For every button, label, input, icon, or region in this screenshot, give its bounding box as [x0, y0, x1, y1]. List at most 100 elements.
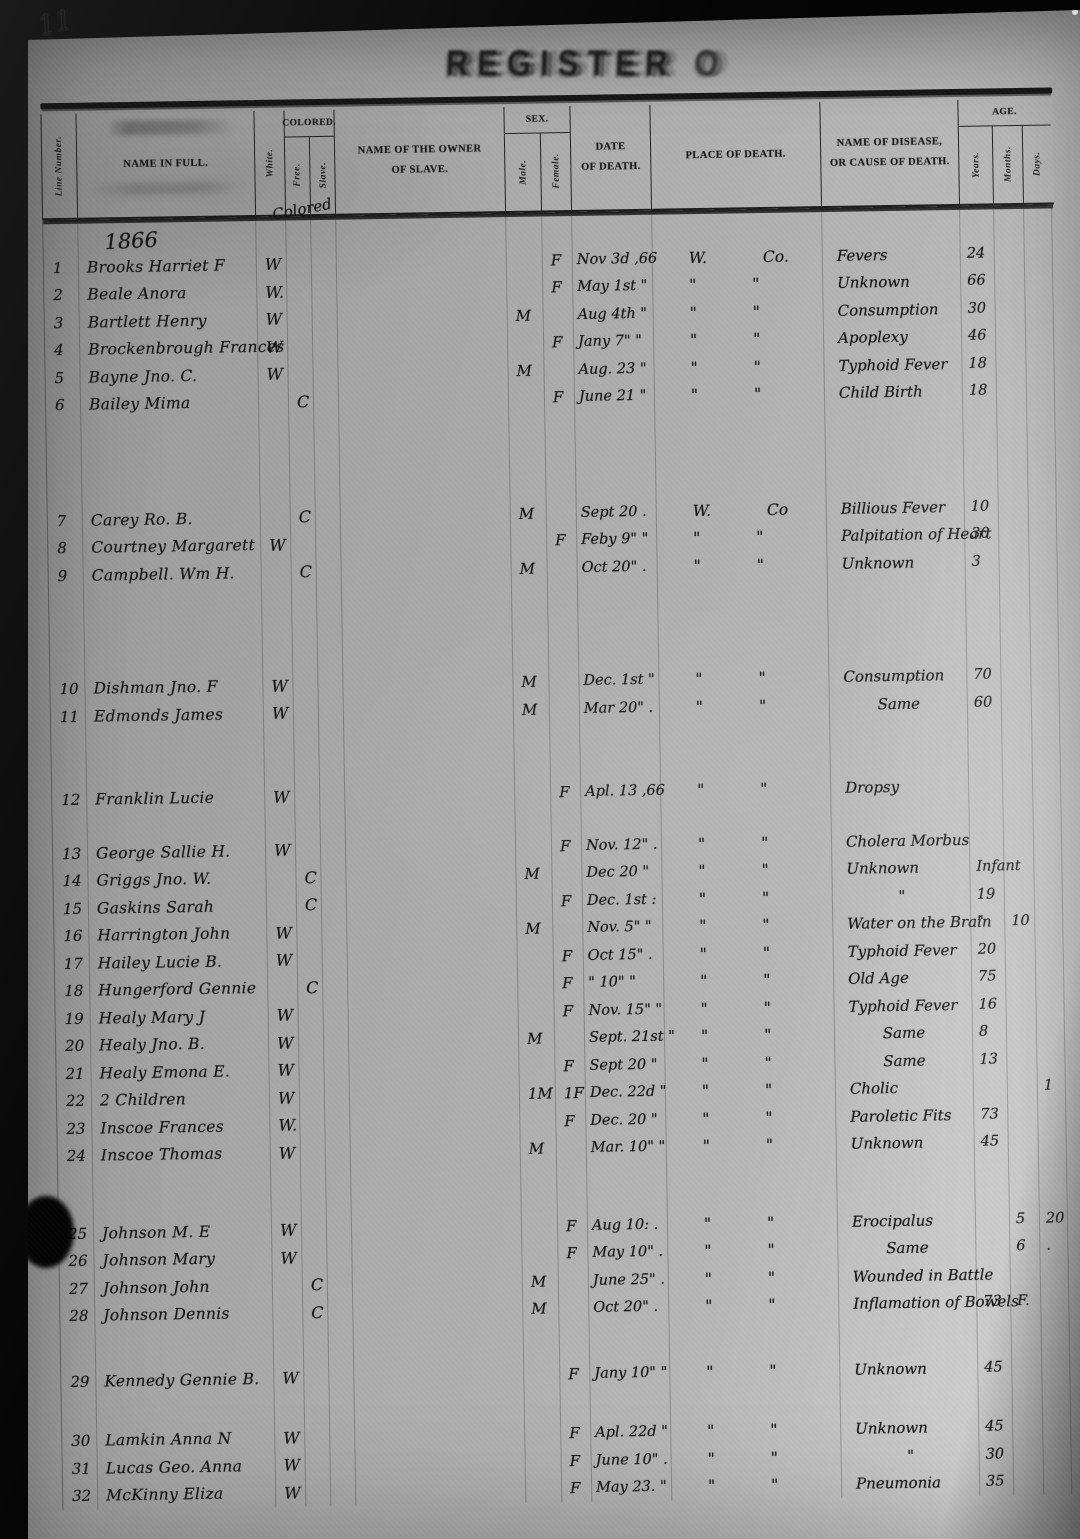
row-number: 28 — [69, 1306, 89, 1326]
sex-male-mark: M — [530, 1272, 547, 1291]
race-white-mark: W — [265, 309, 283, 330]
cause-of-death-cell: Apoplexy — [837, 327, 908, 348]
place-of-death-cell: " " — [699, 943, 771, 963]
age-months-cell — [1012, 1353, 1042, 1381]
name-cell: Johnson Dennis — [103, 1304, 230, 1325]
date-of-death-cell: Nov. 15" " — [588, 1001, 663, 1019]
race-colored-mark — [299, 1028, 349, 1056]
date-of-death-cell: Oct 20" . — [593, 1299, 659, 1317]
date-of-death-cell: Feby 9" " — [581, 531, 649, 549]
age-days-cell — [1029, 546, 1057, 574]
age-months-cell — [995, 294, 1025, 322]
row-number: 11 — [59, 707, 80, 726]
owner-label-line2: OF SLAVE. — [391, 163, 449, 176]
race-white-mark — [273, 1271, 303, 1299]
cause-of-death-cell: Consumption — [837, 299, 939, 320]
sex-female-mark: F — [562, 974, 573, 993]
sex-male-mark: M — [519, 559, 536, 578]
row-number: 4 — [54, 341, 64, 360]
age-days-cell — [1036, 989, 1064, 1017]
race-colored-mark: C — [299, 562, 313, 582]
cause-of-death-cell: Typhoid Fever — [847, 940, 957, 961]
row-number: 23 — [66, 1119, 86, 1138]
race-colored-mark: C — [311, 1302, 324, 1322]
cause-of-death-cell: Billious Fever — [840, 497, 946, 518]
race-colored-mark: C — [304, 867, 317, 888]
race-colored-mark — [300, 1083, 350, 1111]
place-of-death-cell: " " — [704, 1268, 776, 1288]
row-number: 10 — [59, 680, 79, 699]
sex-female-mark: F — [563, 1056, 575, 1075]
sex-female-mark — [549, 667, 579, 695]
owner-cell — [350, 1080, 520, 1110]
age-days-cell — [1043, 1412, 1071, 1440]
race-colored-mark — [301, 1138, 351, 1166]
row-number: 27 — [68, 1279, 89, 1298]
date-of-death-cell: Mar. 10" " — [590, 1138, 666, 1157]
place-of-death-cell: " " — [700, 1026, 772, 1046]
row-number: 30 — [71, 1431, 91, 1451]
date-of-death-cell: Aug 10: . — [591, 1216, 659, 1234]
age-months-cell: 10 — [1011, 913, 1030, 930]
place-of-death-cell: " " — [707, 1448, 779, 1468]
name-cell: Courtney Margarett — [91, 536, 256, 557]
age-days-cell — [1038, 1127, 1066, 1155]
owner-cell — [352, 1240, 522, 1270]
age-days-cell — [1025, 293, 1053, 321]
date-of-death-cell: Jany 7" " — [577, 333, 643, 351]
sex-female-mark: F — [564, 1111, 575, 1130]
owner-cell — [337, 275, 507, 305]
age-years-cell: 60 — [973, 694, 993, 711]
race-colored-mark — [288, 332, 338, 360]
place-of-death-cell: " " — [701, 1081, 773, 1101]
race-white-mark: W — [283, 1483, 301, 1503]
race-white-mark: W — [273, 787, 290, 807]
age-days-cell — [1041, 1287, 1069, 1315]
owner-cell — [348, 998, 518, 1028]
place-of-death-cell: " " — [701, 1053, 772, 1073]
age-years-cell: Infant — [976, 858, 1021, 875]
date-of-death-cell: May 10" . — [592, 1243, 664, 1262]
age-months-cell — [997, 376, 1027, 404]
sex-male-mark — [524, 1360, 560, 1388]
race-colored-mark — [291, 530, 341, 558]
age-months-cell — [1006, 990, 1036, 1018]
cause-of-death-cell: " — [898, 886, 906, 905]
race-white-mark — [273, 1299, 303, 1327]
name-cell: Bayne Jno. C. — [88, 366, 198, 387]
place-of-death-cell: " " — [707, 1476, 779, 1496]
name-cell: George Sallie H. — [95, 842, 231, 863]
age-days-cell — [1041, 1259, 1069, 1287]
ink-bleedthrough-2 — [87, 181, 245, 196]
age-months-cell — [995, 239, 1025, 267]
sex-male-mark — [525, 1420, 561, 1448]
age-years-cell: 19 — [976, 886, 996, 903]
name-cell: Bailey Mima — [88, 394, 191, 414]
cause-of-death-cell: Unknown — [841, 553, 915, 573]
sex-female-mark — [559, 1294, 589, 1322]
race-white-mark: W — [266, 364, 284, 385]
age-years-cell: 30 — [967, 300, 987, 317]
cause-of-death-cell: Water on the Brain — [847, 912, 992, 934]
date-of-death-cell: Dec. 1st : — [586, 891, 657, 909]
date-of-death-cell: Apl. 13 ,66 — [585, 782, 666, 801]
race-white-mark — [268, 974, 298, 1002]
place-of-death-cell: " " — [699, 916, 770, 936]
row-number: 24 — [66, 1146, 87, 1166]
place-of-death-cell: W. Co — [692, 500, 789, 520]
sex-male-mark: M — [528, 1139, 545, 1159]
column-owner-of-slave: NAME OF THE OWNER OF SLAVE. — [334, 107, 507, 214]
age-days-cell — [1025, 266, 1053, 294]
race-colored-mark — [293, 671, 343, 699]
age-months-cell — [1005, 935, 1035, 963]
age-months-cell — [995, 266, 1025, 294]
race-white-mark: W — [265, 337, 283, 357]
sex-female-mark: F — [559, 783, 570, 802]
age-years-cell: 73 — [983, 1293, 1002, 1310]
race-colored-mark — [296, 836, 346, 864]
age-months-cell — [1008, 1072, 1038, 1100]
place-of-death-label: PLACE OF DEATH. — [685, 148, 786, 162]
race-colored-mark — [297, 918, 347, 946]
register-stamp: REGISTER O — [445, 43, 728, 84]
race-white-mark: W — [271, 676, 289, 696]
